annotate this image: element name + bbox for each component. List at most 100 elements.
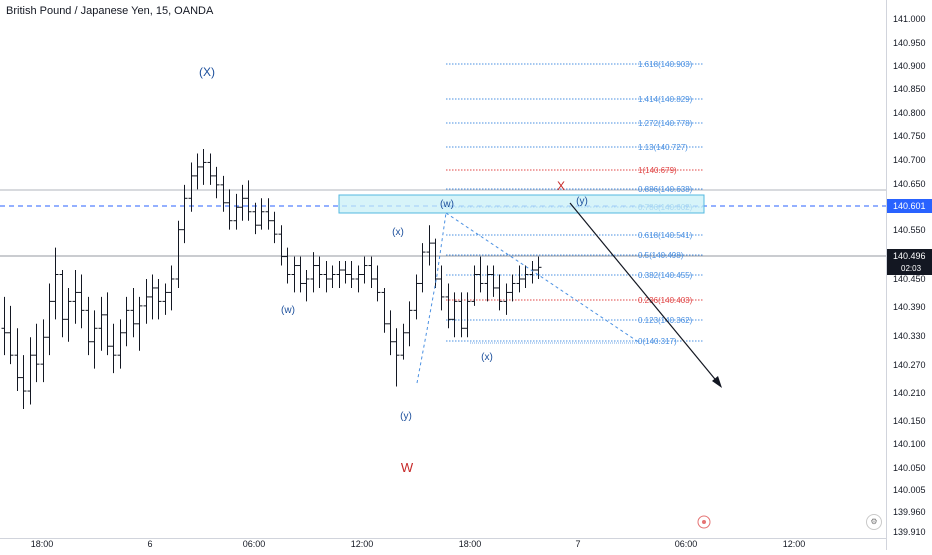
ohlc-bar [477,256,484,293]
fib-level-label: 1.618(140.903) [638,60,693,69]
ohlc-bar [471,265,478,306]
time-tick-label: 7 [575,539,580,549]
ohlc-bar [239,184,246,221]
fib-level-label: 0.886(140.638) [638,185,693,194]
bar-countdown: 02:03 [901,264,922,273]
ohlc-bar [233,193,240,230]
price-tick-label: 140.650 [893,179,926,189]
ohlc-bar [52,247,59,320]
fib-level-label: 1.414(140.829) [638,95,693,104]
wave-label: (y) [400,411,412,422]
wave-path-down [445,212,641,344]
ohlc-bar [130,287,137,338]
ohlc-bar [348,261,355,288]
ohlc-bar [7,305,14,365]
ohlc-bar [278,225,285,266]
ohlc-bar [149,274,156,320]
fib-level-label: 0.382(140.455) [638,271,693,280]
ohlc-bar [329,265,336,288]
wave-label: X [557,179,565,193]
last-price-tag-bg [887,249,932,275]
price-tick-label: 140.330 [893,331,926,341]
ohlc-bar [316,256,323,288]
ohlc-bar [342,261,349,284]
ohlc-bar [162,283,169,315]
price-tick-label: 140.700 [893,155,926,165]
wave-label: (w) [281,305,295,316]
fib-level-label: 1.13(140.727) [638,143,688,152]
target-zone-box[interactable] [338,194,705,214]
ohlc-bar [200,148,207,185]
ohlc-bar [535,256,542,279]
ohlc-bar [78,274,85,329]
wave-label: (X) [199,65,215,79]
ohlc-bar [426,225,433,266]
ohlc-bar [438,265,445,311]
ohlc-bar [33,323,40,383]
ohlc-bar [143,278,150,324]
fib-level-label: 0.618(140.541) [638,231,693,240]
ohlc-bar [509,274,516,302]
fib-level-label: 1.272(140.778) [638,119,693,128]
ohlc-bar [490,265,497,297]
ohlc-bar [400,323,407,360]
ohlc-bar [271,211,278,244]
fib-level-label: 1(140.679) [638,166,677,175]
ohlc-bar [98,296,105,351]
price-tick-label: 140.210 [893,388,926,398]
ohlc-bar [245,180,252,221]
wave-label: W [401,460,414,475]
time-tick-label: 06:00 [243,539,266,549]
wave-label: (w) [440,199,454,210]
price-tick-label: 140.900 [893,61,926,71]
ohlc-bar [374,265,381,302]
price-tick-label: 140.800 [893,108,926,118]
time-axis: 18:00 6 06:00 12:00 18:00 7 06:00 12:00 [0,538,886,550]
ohlc-bar [522,265,529,288]
ohlc-bar [432,238,439,288]
ohlc-bar [252,202,259,235]
price-tick-label: 140.270 [893,360,926,370]
ohlc-bar [110,323,117,374]
ohlc-bar [406,301,413,347]
price-tick-label: 140.450 [893,274,926,284]
target-icon[interactable] [697,515,711,529]
ohlc-bar [387,310,394,356]
price-tick-label: 140.950 [893,38,926,48]
projection-arrow-line [569,202,720,385]
ohlc-bar [40,319,47,383]
price-tick-label: 140.005 [893,485,926,495]
ohlc-bar [85,296,92,356]
ohlc-bar [284,247,291,284]
dashed-price-tag: 140.601 [893,201,926,211]
settings-icon[interactable]: ⚙ [866,514,882,530]
ohlc-bar [529,261,536,284]
wave-lines [416,202,722,529]
time-tick-label: 12:00 [351,539,374,549]
ohlc-bar [207,153,214,185]
price-tick-label: 140.750 [893,131,926,141]
target-zone [338,194,705,214]
wave-labels: (X) (w) (x) (y) W (w) (x) (y) X [199,65,588,475]
ohlc-bar [123,296,130,347]
ohlc-bar [213,166,220,199]
time-tick-label: 12:00 [783,539,806,549]
chart-title: British Pound / Japanese Yen, 15, OANDA [6,5,214,17]
ohlc-bar [291,256,298,293]
ohlc-bar [419,243,426,293]
wave-label: (y) [576,196,588,207]
ohlc-bar [258,198,265,230]
ohlc-bar [91,310,98,369]
ohlc-bar [381,287,388,333]
target-icon-dot [702,520,706,524]
price-tick-label: 140.100 [893,439,926,449]
time-tick-label: 18:00 [459,539,482,549]
last-price-tag: 140.496 [893,251,926,261]
ohlc-bar [181,184,188,244]
ohlc-bar [27,337,34,405]
ohlc-bar [175,220,182,288]
ohlc-bar [117,319,124,369]
ohlc-bar [464,292,471,338]
